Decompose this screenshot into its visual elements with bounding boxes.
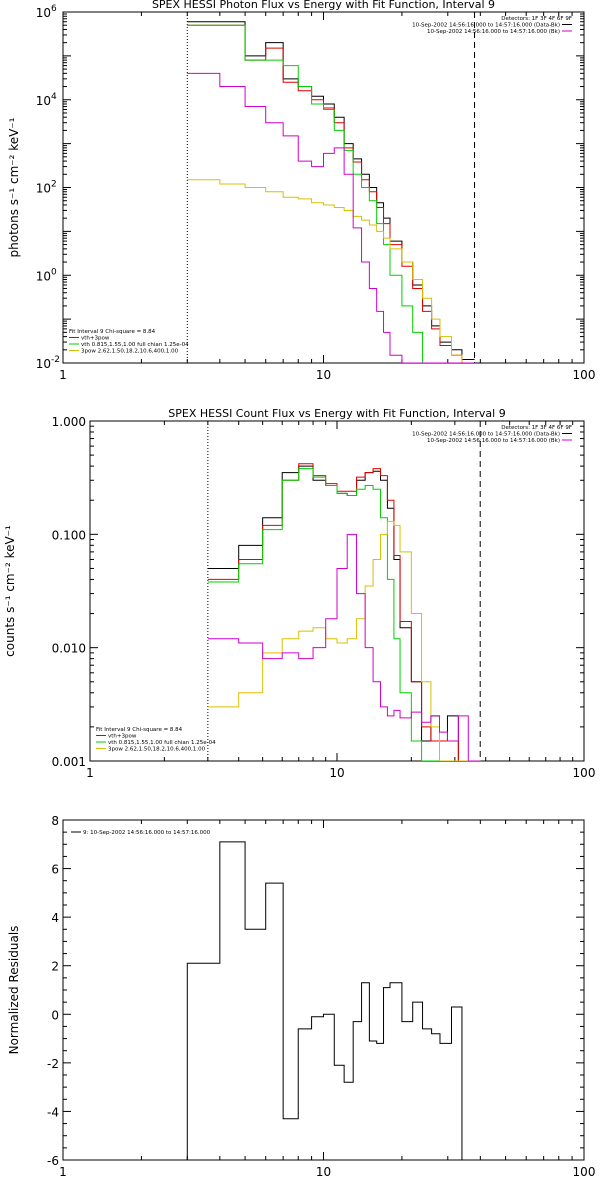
chart-resid: 1 10 100 -6 -4 -2 0 2 4 6 8 Normalized Residuals 9: …	[7, 814, 595, 1179]
y-tick-label: 8	[51, 814, 59, 828]
chart-count: SPEX HESSI Count Flux vs Energy with Fit…	[3, 407, 595, 780]
legend-item: 3pow 2.62,1.50,18.2,10.6,400,1.00	[108, 747, 206, 753]
x-tick-label: 1	[86, 766, 94, 780]
legend-item: 10-Sep-2002 14:56:16.000 to 14:57:16.000…	[427, 438, 560, 444]
y-tick-label: 10	[36, 182, 51, 196]
x-tick-label: 1	[59, 1165, 67, 1179]
y-tick-label: 6	[51, 863, 59, 877]
x-tick-label: 1	[59, 368, 67, 382]
legend-item: 9: 10-Sep-2002 14:56:16.000 to 14:57:16.…	[83, 830, 211, 836]
chart-photon: SPEX HESSI Photon Flux vs Energy with Fi…	[7, 0, 595, 382]
y-tick-exponent: 4	[51, 92, 57, 102]
legend-item: 10-Sep-2002 14:56:16.000 to 14:57:16.000…	[412, 432, 560, 438]
series-line-green	[207, 468, 481, 761]
series-line-yellow	[207, 520, 481, 761]
x-tick-label: 100	[573, 368, 596, 382]
legend-item: vth+3pow	[108, 734, 137, 740]
y-tick-label: -4	[47, 1105, 59, 1119]
legend-heading: Detectors: 1F 3F 4F 6F 9F	[501, 425, 572, 431]
y-tick-label: 10	[36, 94, 51, 108]
legend-item: 10-Sep-2002 14:56:16.000 to 14:57:16.000…	[412, 23, 560, 29]
series-line-green	[187, 24, 475, 363]
y-tick-label: 10	[36, 269, 51, 283]
series-line-yellow	[187, 179, 475, 363]
y-tick-label: 1.000	[52, 415, 86, 429]
series-line-red	[187, 24, 475, 363]
y-tick-label: -6	[47, 1154, 59, 1168]
y-tick-exponent: 0	[51, 267, 57, 277]
plot-frame	[62, 11, 585, 364]
x-tick-label: 100	[573, 1165, 596, 1179]
y-tick-label: 0	[51, 1008, 59, 1022]
legend-item: 10-Sep-2002 14:56:16.000 to 14:57:16.000…	[427, 29, 560, 35]
x-tick-label: 10	[329, 766, 344, 780]
y-tick-label: 10	[36, 357, 51, 371]
series-line-magenta	[187, 72, 475, 363]
y-tick-label: 4	[51, 911, 59, 925]
y-tick-label: 2	[51, 960, 59, 974]
y-tick-label: 0.010	[52, 642, 86, 656]
legend-heading: Fit Interval 9 Chi-square = 8.84	[96, 727, 183, 733]
legend-heading: Detectors: 1F 3F 4F 6F 9F	[501, 16, 572, 22]
legend-item: vth+3pow	[81, 336, 110, 342]
y-tick-label: 10	[36, 6, 51, 20]
y-axis-label: Normalized Residuals	[7, 926, 21, 1055]
legend-item: vth 0.815,1.55,1.00 full chian 1.25e-04	[108, 740, 216, 746]
chart-title: SPEX HESSI Count Flux vs Energy with Fit…	[168, 407, 505, 420]
x-tick-label: 10	[316, 1165, 331, 1179]
series-line-magenta	[207, 533, 481, 761]
chart-title: SPEX HESSI Photon Flux vs Energy with Fi…	[152, 0, 495, 11]
series-line-black	[186, 841, 463, 1160]
x-tick-label: 10	[316, 368, 331, 382]
y-axis-label: counts s⁻¹ cm⁻² keV⁻¹	[3, 525, 17, 657]
y-tick-exponent: 6	[51, 4, 57, 14]
legend-item: 3pow 2.62,1.50,18.2,10.6,400,1.00	[81, 349, 179, 355]
y-axis-label: photons s⁻¹ cm⁻² keV⁻¹	[7, 117, 21, 257]
y-tick-label: -2	[47, 1057, 59, 1071]
plot-frame	[62, 819, 585, 1161]
legend-item: vth 0.815,1.55,1.00 full chian 1.25e-04	[81, 342, 189, 348]
x-tick-label: 100	[573, 766, 596, 780]
y-tick-label: 0.100	[52, 528, 86, 542]
y-tick-exponent: 2	[51, 180, 57, 190]
y-tick-label: 0.001	[52, 755, 86, 769]
y-tick-exponent: -2	[51, 355, 60, 365]
legend-heading: Fit Interval 9 Chi-square = 8.84	[69, 329, 156, 335]
